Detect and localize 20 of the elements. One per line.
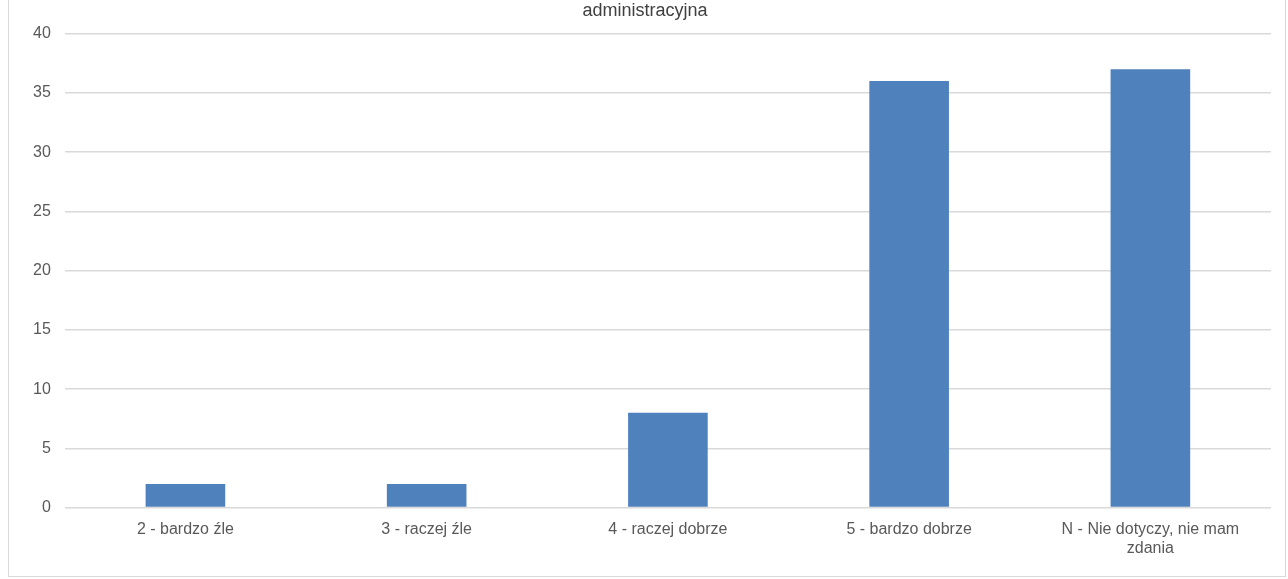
- bar: [628, 412, 708, 507]
- x-tick-label: 4 - raczej dobrze: [608, 519, 728, 537]
- x-tick-label: N - Nie dotyczy, nie mam zdania: [1061, 519, 1240, 556]
- y-tick-label: 30: [33, 142, 51, 160]
- y-tick-label: 25: [33, 201, 51, 219]
- y-tick-label: 5: [41, 438, 51, 456]
- y-tick-label: 40: [33, 24, 51, 42]
- y-tick-label: 20: [33, 261, 51, 279]
- x-tick-label: 2 - bardzo źle: [136, 519, 234, 537]
- bar: [145, 483, 226, 507]
- x-tick-label: 5 - bardzo dobrze: [846, 519, 972, 537]
- bar: [1110, 69, 1191, 507]
- y-tick-label: 10: [33, 379, 51, 397]
- chart-title: administracyjna: [582, 0, 709, 20]
- bar: [869, 81, 949, 507]
- y-tick-label: 15: [33, 320, 51, 338]
- y-tick-label: 35: [33, 83, 51, 101]
- bar: [386, 483, 467, 507]
- y-tick-label: 0: [41, 498, 51, 516]
- x-tick-label: 3 - raczej źle: [381, 519, 473, 537]
